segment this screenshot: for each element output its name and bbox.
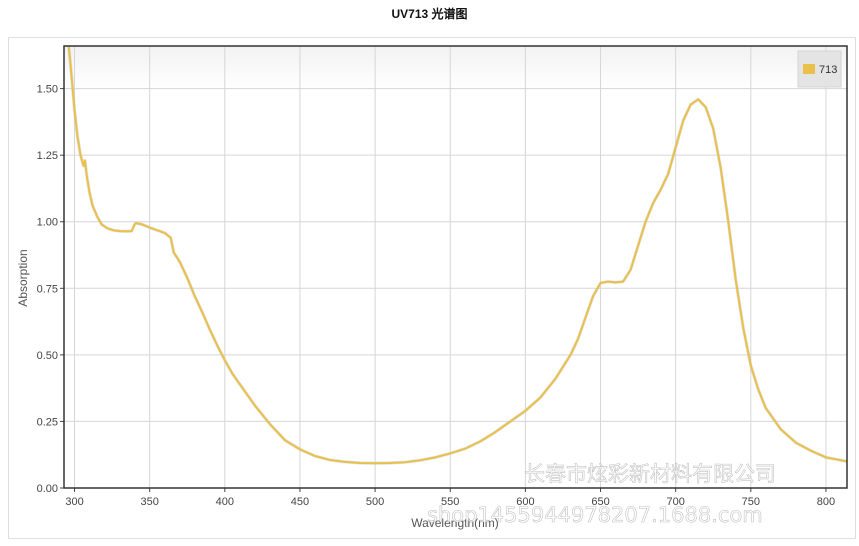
legend-item-713[interactable]: 713 (819, 64, 837, 76)
x-tick-label: 800 (817, 496, 835, 508)
y-tick-label: 0.50 (37, 350, 58, 362)
y-tick-label: 0.75 (37, 283, 58, 295)
plot-area (64, 46, 847, 488)
y-tick-label: 0.25 (37, 416, 58, 428)
x-axis-ticks: 300 350 400 450 500 550 600 650 700 750 800 (65, 488, 835, 508)
grid (64, 46, 847, 489)
x-tick-label: 400 (216, 496, 234, 508)
x-tick-label: 600 (516, 496, 534, 508)
series-line-713[interactable] (67, 43, 848, 465)
x-tick-label: 700 (666, 496, 684, 508)
x-axis-title: Wavelength(nm) (411, 516, 499, 530)
x-tick-label: 750 (742, 496, 760, 508)
y-tick-label: 1.50 (37, 84, 58, 96)
chart-title: UV713 光谱图 (391, 7, 468, 21)
x-tick-label: 500 (366, 496, 384, 508)
y-tick-label: 1.25 (37, 150, 58, 162)
x-tick-label: 450 (291, 496, 309, 508)
y-axis-ticks: 0.00 0.25 0.50 0.75 1.00 1.25 1.50 (37, 84, 64, 495)
x-tick-label: 650 (591, 496, 609, 508)
y-axis-title: Absorption (16, 249, 30, 306)
watermark-url: shop1455944978207.1688.com (427, 503, 763, 527)
y-tick-label: 1.00 (37, 217, 58, 229)
watermark-company: 长春市炫彩新材料有限公司 (524, 462, 776, 486)
x-tick-label: 350 (140, 496, 158, 508)
plot-border (63, 45, 848, 489)
watermark: 长春市炫彩新材料有限公司 shop1455944978207.1688.com (427, 462, 777, 528)
x-tick-label: 550 (441, 496, 459, 508)
x-tick-label: 300 (65, 496, 83, 508)
legend[interactable]: 713 (797, 50, 842, 88)
legend-swatch (803, 64, 815, 74)
y-tick-label: 0.00 (37, 483, 58, 495)
